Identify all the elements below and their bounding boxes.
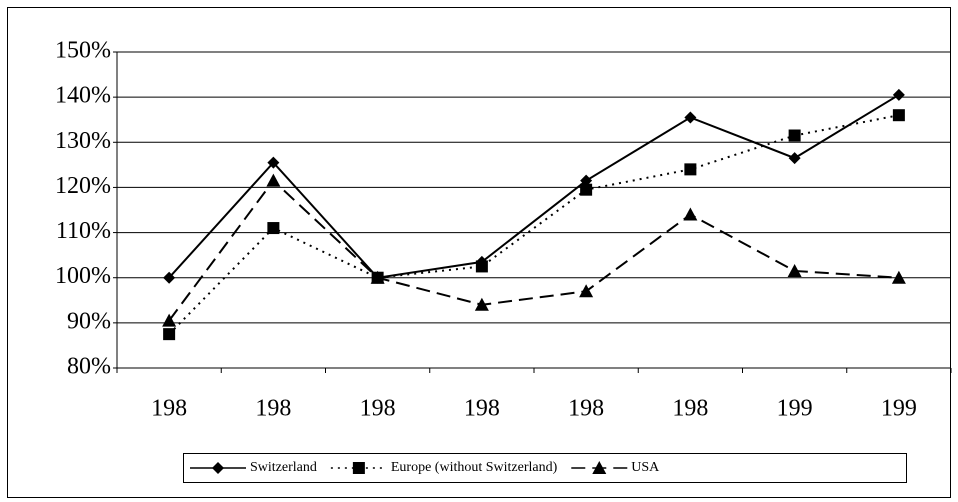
point-marker [475, 260, 488, 273]
x-tick-label: 198 [255, 396, 291, 422]
y-tick-label: 90% [67, 308, 111, 334]
point-marker [267, 222, 280, 235]
y-tick-label: 100% [55, 263, 111, 289]
legend-label: Europe (without Switzerland) [391, 460, 558, 475]
point-marker [891, 270, 906, 284]
y-tick-label: 80% [67, 354, 111, 380]
legend-label: Switzerland [250, 460, 317, 475]
point-marker [892, 88, 905, 101]
point-marker [162, 313, 177, 327]
x-tick-label: 198 [464, 396, 500, 422]
point-marker [579, 284, 594, 298]
point-marker [788, 129, 801, 142]
x-tick-label: 198 [568, 396, 604, 422]
point-marker [580, 183, 593, 196]
chart-border [7, 7, 951, 498]
point-marker [788, 152, 801, 165]
point-marker [580, 174, 593, 187]
legend-swatch-marker [352, 462, 365, 474]
point-marker [370, 270, 385, 284]
point-marker [787, 263, 802, 277]
y-tick-label: 150% [55, 38, 111, 64]
y-tick-label: 110% [56, 218, 111, 244]
legend-box [183, 453, 907, 483]
point-marker [892, 109, 905, 122]
x-tick-label: 198 [151, 396, 187, 422]
x-tick-label: 199 [881, 396, 917, 422]
legend-swatch-marker [212, 462, 224, 474]
point-marker [683, 207, 698, 221]
point-marker [267, 156, 280, 169]
point-marker [163, 328, 176, 341]
point-marker [684, 111, 697, 124]
x-tick-label: 198 [360, 396, 396, 422]
series-line [168, 179, 899, 322]
point-marker [684, 163, 697, 176]
y-tick-label: 130% [55, 128, 111, 154]
series-line [168, 94, 900, 279]
legend-swatch-marker [592, 461, 607, 474]
point-marker [266, 173, 281, 187]
point-marker [474, 297, 489, 311]
x-tick-label: 198 [672, 396, 708, 422]
y-tick-label: 140% [55, 83, 111, 109]
point-marker [163, 271, 176, 284]
x-tick-label: 199 [777, 396, 813, 422]
y-tick-label: 120% [55, 173, 111, 199]
legend-label: USA [631, 460, 660, 475]
